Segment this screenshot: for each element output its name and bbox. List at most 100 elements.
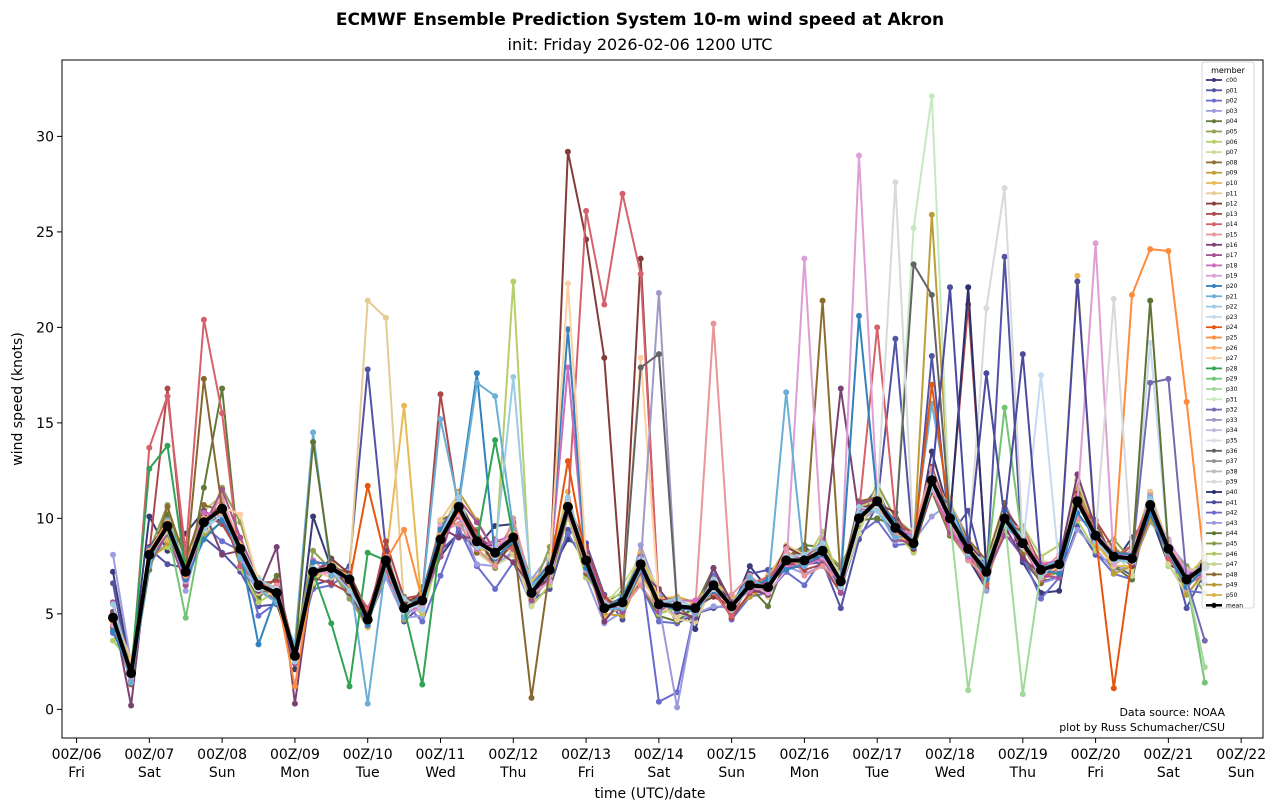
legend-entry-p09: p09 <box>1206 170 1238 177</box>
legend-swatch-marker <box>1212 510 1216 515</box>
data-point-p09 <box>1110 570 1117 577</box>
legend-entry-p21: p21 <box>1206 293 1238 300</box>
data-point-p03 <box>182 587 189 594</box>
data-point-p32 <box>1165 375 1172 382</box>
data-point-p22 <box>455 494 462 501</box>
data-point-p13 <box>328 580 335 587</box>
legend-entry-p33: p33 <box>1206 417 1238 424</box>
data-point-p22 <box>346 587 353 594</box>
data-point-p16 <box>1019 555 1026 562</box>
legend-label: p42 <box>1226 510 1238 517</box>
x-tick-label: 00Z/07 <box>124 747 174 763</box>
data-point-p14 <box>619 190 626 197</box>
data-point-p08 <box>819 297 826 304</box>
y-tick-label: 10 <box>36 511 54 527</box>
data-point-p02 <box>219 538 226 545</box>
data-point-p15 <box>637 582 644 589</box>
data-point-mean <box>763 582 773 593</box>
data-point-p48 <box>528 694 535 701</box>
legend-swatch-marker <box>1212 273 1216 278</box>
data-point-mean <box>380 555 391 566</box>
x-tick-weekday: Mon <box>790 765 820 781</box>
data-point-mean <box>526 587 537 598</box>
data-point-p17 <box>837 589 844 596</box>
x-tick-weekday: Sun <box>718 765 745 781</box>
mean-layer <box>108 475 1210 679</box>
x-tick-label: 00Z/14 <box>634 747 684 763</box>
legend-label: p41 <box>1226 499 1238 506</box>
data-point-p12 <box>564 148 571 155</box>
data-point-p41 <box>1019 351 1026 358</box>
data-point-p25 <box>1165 248 1172 254</box>
data-point-p02 <box>655 618 662 625</box>
data-point-p28 <box>328 620 335 627</box>
legend-swatch-marker <box>1212 284 1216 288</box>
data-point-p13 <box>382 538 389 545</box>
legend-entry-p42: p42 <box>1206 510 1238 517</box>
data-point-p18 <box>564 364 571 371</box>
data-point-p36 <box>928 291 935 298</box>
data-point-p11 <box>382 314 389 321</box>
data-point-p02 <box>419 618 426 625</box>
legend-entry-p11: p11 <box>1206 190 1238 197</box>
data-point-p30 <box>1201 664 1208 671</box>
legend-swatch-marker <box>1212 572 1216 577</box>
legend-swatch-marker <box>1212 541 1216 546</box>
data-point-p01 <box>1001 253 1008 260</box>
data-point-p13 <box>164 385 171 392</box>
legend-entry-p19: p19 <box>1206 273 1238 280</box>
legend-swatch-marker <box>1212 593 1216 597</box>
legend-entry-p04: p04 <box>1206 118 1238 125</box>
legend-entry-p10: p10 <box>1206 180 1238 187</box>
data-point-p16 <box>273 544 280 550</box>
legend-entry-p03: p03 <box>1206 108 1238 115</box>
legend-swatch-marker <box>1212 211 1216 216</box>
data-point-mean <box>253 580 264 591</box>
data-point-p21 <box>310 429 317 436</box>
legend-label: p02 <box>1226 98 1238 105</box>
data-point-mean <box>180 566 191 577</box>
legend-label: p16 <box>1226 242 1238 249</box>
legend-label: p10 <box>1226 180 1238 187</box>
legend-swatch-marker <box>1212 582 1216 587</box>
data-point-p01 <box>364 366 371 373</box>
legend-swatch-marker <box>1212 562 1216 567</box>
data-point-p30 <box>1019 691 1026 698</box>
legend-swatch-marker <box>1212 356 1216 361</box>
data-point-p29 <box>182 614 189 621</box>
legend-label: p40 <box>1226 489 1238 496</box>
legend-entry-p02: p02 <box>1206 98 1238 105</box>
data-point-mean <box>435 534 446 545</box>
legend-swatch-marker <box>1212 98 1216 103</box>
legend-swatch-marker <box>1212 387 1216 391</box>
legend-label: p01 <box>1226 87 1238 94</box>
data-point-mean <box>981 566 992 577</box>
data-point-p19 <box>1092 240 1099 247</box>
data-point-p24 <box>564 458 571 465</box>
data-point-p22 <box>110 601 116 608</box>
legend-label: p43 <box>1226 520 1238 527</box>
data-point-p16 <box>128 702 135 709</box>
data-point-p21 <box>128 679 135 686</box>
series-mean <box>108 475 1210 679</box>
y-tick-label: 25 <box>36 225 54 241</box>
x-tick-label: 00Z/06 <box>52 747 102 763</box>
data-point-p25 <box>401 526 408 533</box>
legend-label: p23 <box>1226 314 1238 321</box>
data-point-p12 <box>601 354 608 361</box>
legend-label: p35 <box>1226 438 1238 445</box>
data-point-p05 <box>310 547 317 554</box>
data-point-p21 <box>328 572 335 579</box>
legend-label: p07 <box>1226 149 1238 156</box>
legend-label: p17 <box>1226 252 1238 259</box>
data-point-mean <box>581 555 592 566</box>
x-tick-weekday: Sat <box>1157 765 1180 781</box>
data-point-mean <box>471 536 482 547</box>
data-point-p01 <box>892 335 899 342</box>
data-point-p17 <box>237 534 244 541</box>
data-point-mean <box>726 601 737 612</box>
x-tick-label: 00Z/16 <box>779 747 829 763</box>
data-point-c00 <box>692 626 699 633</box>
data-point-p28 <box>146 465 153 472</box>
data-point-p44 <box>1147 297 1154 304</box>
